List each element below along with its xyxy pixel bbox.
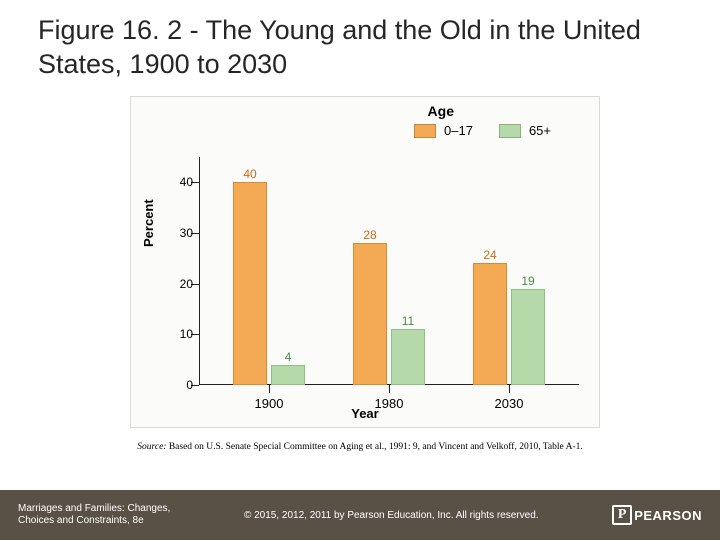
y-tick-label: 0 [167,378,193,392]
legend-swatch [414,124,436,138]
x-tick [269,385,270,393]
slide: Figure 16. 2 - The Young and the Old in … [0,0,720,540]
y-tick-label: 10 [167,327,193,341]
legend-label: 65+ [529,123,551,138]
footer-copyright: © 2015, 2012, 2011 by Pearson Education,… [170,510,612,521]
pearson-wordmark: PEARSON [634,508,702,523]
bar-value-label: 19 [521,274,534,288]
legend-item: 65+ [499,123,551,138]
bar-value-label: 24 [483,248,496,262]
footer-book-line2: Choices and Constraints, 8e [18,515,170,528]
y-axis [199,157,200,385]
figure-title: Figure 16. 2 - The Young and the Old in … [38,14,688,82]
legend: 0–17 65+ [414,123,551,138]
legend-label: 0–17 [444,123,473,138]
legend-swatch [499,124,521,138]
plot-area: 01020304019004041980281120302419 [199,157,579,385]
bar: 4 [271,365,305,385]
bar: 28 [353,243,387,385]
pearson-logo: P PEARSON [612,505,720,525]
legend-item: 0–17 [414,123,473,138]
footer-book: Marriages and Families: Changes, Choices… [0,503,170,528]
source-prefix: Source: [137,442,166,452]
bar-value-label: 11 [402,314,414,328]
y-axis-label: Percent [141,199,156,247]
x-tick [389,385,390,393]
bar: 11 [391,329,425,385]
y-tick-label: 20 [167,277,193,291]
footer-bar: Marriages and Families: Changes, Choices… [0,490,720,540]
legend-title: Age [428,103,454,119]
bar: 19 [511,289,545,385]
source-text: Based on U.S. Senate Special Committee o… [166,442,582,452]
x-tick [509,385,510,393]
bar-value-label: 40 [243,167,256,181]
y-tick-label: 40 [167,175,193,189]
x-axis-label: Year [131,406,599,421]
bar-value-label: 28 [363,228,376,242]
source-line: Source: Based on U.S. Senate Special Com… [0,442,720,452]
chart-panel: Age 0–1765+ Percent 01020304019004041980… [130,96,600,428]
bar: 24 [473,263,507,385]
bar: 40 [233,182,267,385]
bar-value-label: 4 [285,350,292,364]
y-tick-label: 30 [167,226,193,240]
footer-book-line1: Marriages and Families: Changes, [18,503,170,516]
pearson-p-icon: P [612,505,632,525]
